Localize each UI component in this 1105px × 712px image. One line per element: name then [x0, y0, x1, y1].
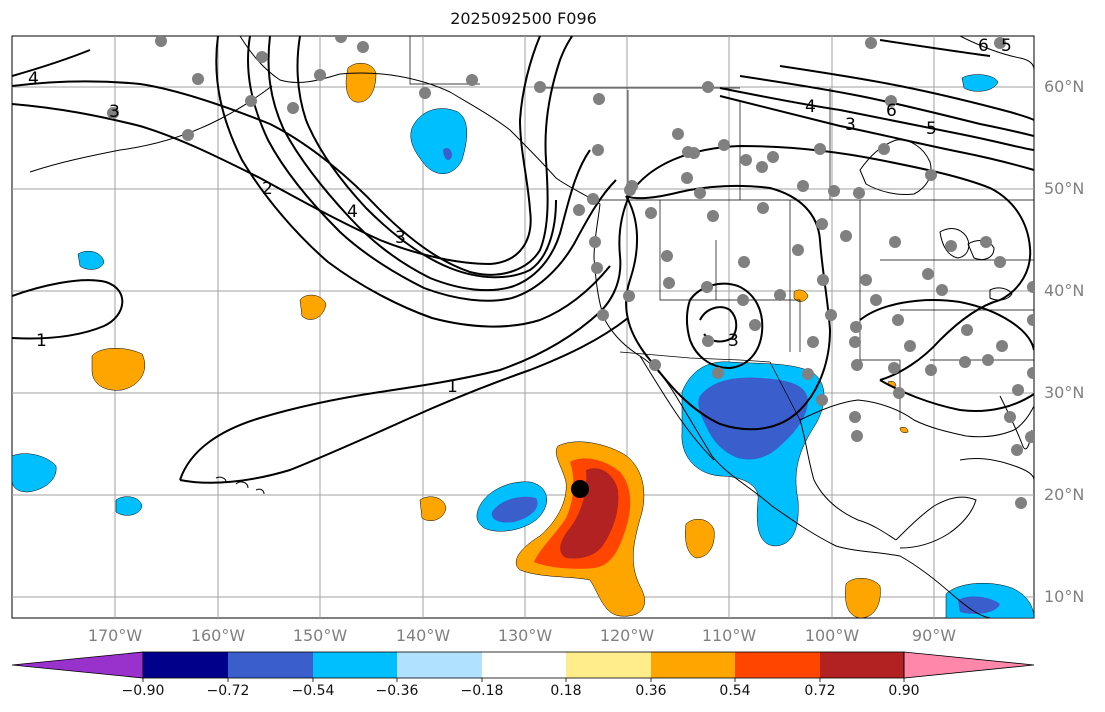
contour-label: 4 [28, 69, 39, 89]
colorbar-tick-label: −0.54 [291, 683, 335, 699]
lon-label: 90°W [911, 626, 957, 645]
colorbar-tick-label: −0.36 [375, 683, 419, 699]
lon-label: 100°W [804, 626, 860, 645]
contour-label: 3 [845, 115, 856, 135]
lon-label: 170°W [87, 626, 143, 645]
colorbar-segment [566, 652, 651, 678]
colorbar-segment [820, 652, 904, 678]
colorbar-tick-label: 0.36 [635, 683, 667, 699]
colorbar-segment [735, 652, 820, 678]
colorbar-extend-right [903, 651, 1035, 679]
contour-label: 1 [36, 331, 47, 351]
colorbar-tick-label: 0.18 [550, 683, 582, 699]
colorbar-segment [651, 652, 735, 678]
contour-label: 6 [978, 36, 989, 56]
colorbar-tick-label: 0.54 [719, 683, 751, 699]
colorbar-tick-label: −0.72 [206, 683, 250, 699]
colorbar-segment [313, 652, 397, 678]
colorbar-tick-label: 0.72 [804, 683, 836, 699]
colorbar-segment [143, 652, 228, 678]
grid-lines [12, 36, 1034, 618]
lon-label: 140°W [395, 626, 451, 645]
colorbar-tick-label: −0.90 [121, 683, 165, 699]
anomaly-fill-regions [12, 62, 1034, 618]
lat-label: 40°N [1044, 281, 1085, 300]
contour-label-group: 4 3 2 4 3 1 1 4 3 6 5 3 6 5 [28, 36, 1012, 397]
marker-point [571, 480, 589, 498]
lat-label: 60°N [1044, 77, 1085, 96]
colorbar-segment [397, 652, 482, 678]
colorbar-segment [482, 652, 566, 678]
negative-anomaly-gulf-alaska [410, 108, 467, 174]
lat-label: 50°N [1044, 179, 1085, 198]
contour-label: 5 [926, 119, 937, 139]
contour-label: 1 [447, 377, 458, 397]
station-markers [107, 36, 1034, 509]
lon-label: 150°W [292, 626, 348, 645]
contour-label: 4 [805, 97, 816, 117]
contour-label: 2 [262, 179, 273, 199]
contour-label: 4 [347, 202, 358, 222]
lon-label: 120°W [599, 626, 655, 645]
lat-label: 20°N [1044, 485, 1085, 504]
coastlines [29, 36, 1034, 618]
contour-label: 3 [109, 102, 120, 122]
colorbar-extend-left [11, 651, 144, 679]
lat-label: 10°N [1044, 587, 1085, 606]
contour-label: 3 [728, 331, 739, 351]
colorbar [11, 651, 1035, 682]
colorbar-tick-label: 0.90 [888, 683, 920, 699]
contour-label: 5 [1001, 36, 1012, 56]
map-title: 2025092500 F096 [450, 9, 597, 28]
lat-label: 30°N [1044, 383, 1085, 402]
contour-lines [12, 36, 1034, 484]
lon-label: 130°W [497, 626, 553, 645]
lon-label: 160°W [190, 626, 246, 645]
contour-label: 6 [886, 101, 897, 121]
colorbar-segment [228, 652, 313, 678]
colorbar-tick-label: −0.18 [460, 683, 504, 699]
lon-label: 110°W [701, 626, 757, 645]
contour-label: 3 [395, 228, 406, 248]
